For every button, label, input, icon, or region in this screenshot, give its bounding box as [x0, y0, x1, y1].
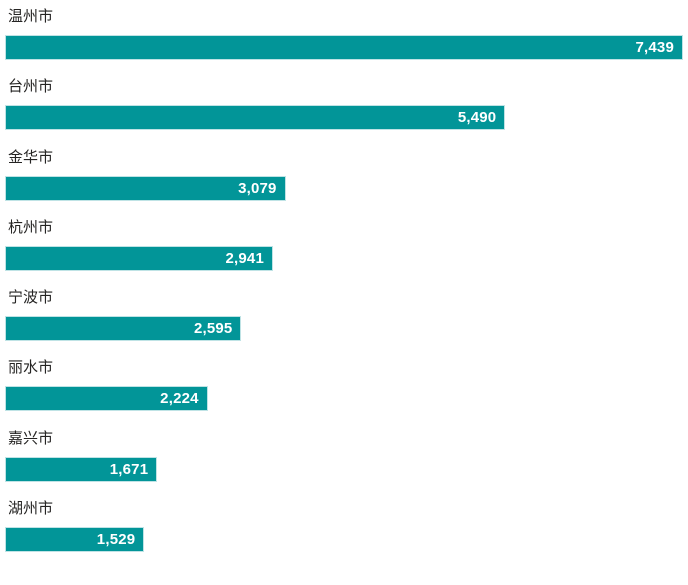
bar-track: 1,671 — [5, 456, 683, 482]
bar-track: 2,941 — [5, 245, 683, 271]
value-label: 2,224 — [160, 390, 199, 408]
chart-row: 嘉兴市 1,671 — [5, 430, 683, 500]
chart-row: 丽水市 2,224 — [5, 359, 683, 429]
bar-track: 5,490 — [5, 105, 683, 131]
bar[interactable]: 1,671 — [5, 456, 158, 482]
bar-track: 2,224 — [5, 386, 683, 412]
value-label: 7,439 — [635, 39, 674, 56]
bar[interactable]: 7,439 — [5, 35, 683, 60]
category-label: 金华市 — [8, 148, 54, 166]
bar[interactable]: 2,941 — [5, 245, 273, 271]
chart-row: 金华市 3,079 — [5, 149, 683, 219]
bar-track: 1,529 — [5, 527, 683, 553]
value-label: 2,941 — [225, 249, 264, 267]
value-label: 1,529 — [96, 531, 136, 549]
bar[interactable]: 2,595 — [5, 316, 242, 342]
value-label: 5,490 — [457, 109, 497, 127]
bar-track: 2,595 — [5, 316, 683, 342]
bar[interactable]: 2,224 — [5, 386, 208, 412]
category-label: 台州市 — [8, 78, 54, 96]
chart-row: 台州市 5,490 — [5, 78, 683, 148]
value-label: 1,671 — [109, 460, 149, 478]
value-label: 2,595 — [193, 320, 233, 338]
bar-track: 3,079 — [5, 175, 683, 201]
chart-row: 温州市 7,439 — [5, 8, 683, 78]
category-label: 丽水市 — [8, 359, 54, 377]
category-label: 温州市 — [8, 8, 54, 25]
bar[interactable]: 1,529 — [5, 527, 145, 553]
category-label: 杭州市 — [8, 218, 54, 236]
chart-row: 湖州市 1,529 — [5, 500, 683, 570]
bar-track: 7,439 — [5, 35, 683, 60]
chart-row: 宁波市 2,595 — [5, 289, 683, 359]
category-label: 湖州市 — [8, 500, 54, 518]
value-label: 3,079 — [238, 179, 277, 197]
chart-row: 杭州市 2,941 — [5, 219, 683, 289]
category-label: 宁波市 — [8, 289, 54, 307]
bar[interactable]: 3,079 — [5, 175, 286, 201]
bar[interactable]: 5,490 — [5, 105, 506, 131]
category-label: 嘉兴市 — [8, 429, 54, 447]
